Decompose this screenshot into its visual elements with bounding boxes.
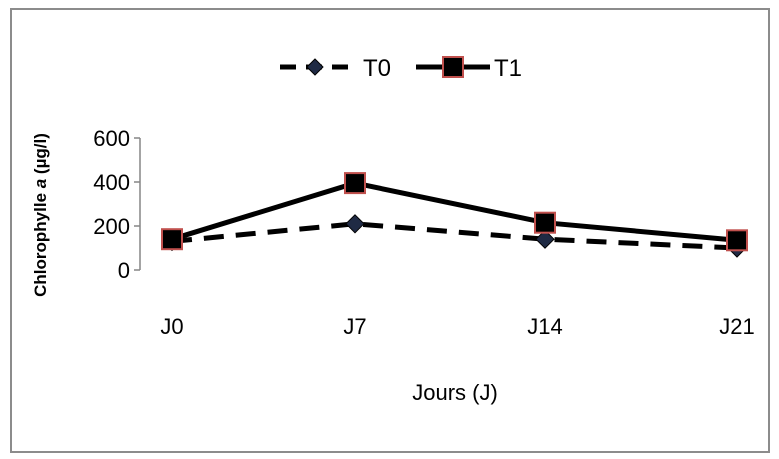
y-tick-label: 600 (93, 126, 130, 151)
y-tick-label: 0 (118, 258, 130, 283)
y-axis-title-italic: a (31, 179, 50, 188)
y-axis-title: Chlorophylle a (µg/l) (31, 133, 50, 297)
y-axis-title-prefix: Chlorophylle (31, 188, 50, 297)
legend-marker-T0 (306, 58, 324, 76)
marker-T1 (344, 172, 366, 195)
series-line-T1 (171, 180, 738, 243)
marker-T0 (535, 229, 555, 249)
x-tick-label: J21 (719, 314, 754, 339)
series-layer (161, 172, 748, 258)
x-tick-label: J14 (527, 314, 562, 339)
x-tick-label: J7 (343, 314, 366, 339)
legend-label-T1: T1 (494, 55, 522, 82)
y-axis-title-suffix: (µg/l) (31, 133, 50, 179)
marker-T1 (534, 211, 556, 234)
marker-T1 (161, 228, 183, 251)
legend-marker-T1 (442, 56, 464, 78)
x-axis-title: Jours (J) (412, 380, 498, 405)
series-line-T0 (171, 221, 738, 251)
x-axis: J0 J7 J14 J21 (160, 314, 754, 339)
legend: T0 T1 (280, 55, 522, 82)
legend-label-T0: T0 (363, 55, 391, 82)
y-axis: 0 200 400 600 (93, 126, 141, 283)
marker-T0 (345, 214, 365, 234)
y-tick-label: 400 (93, 170, 130, 195)
marker-T1 (726, 229, 748, 252)
y-tick-label: 200 (93, 214, 130, 239)
x-tick-label: J0 (160, 314, 183, 339)
